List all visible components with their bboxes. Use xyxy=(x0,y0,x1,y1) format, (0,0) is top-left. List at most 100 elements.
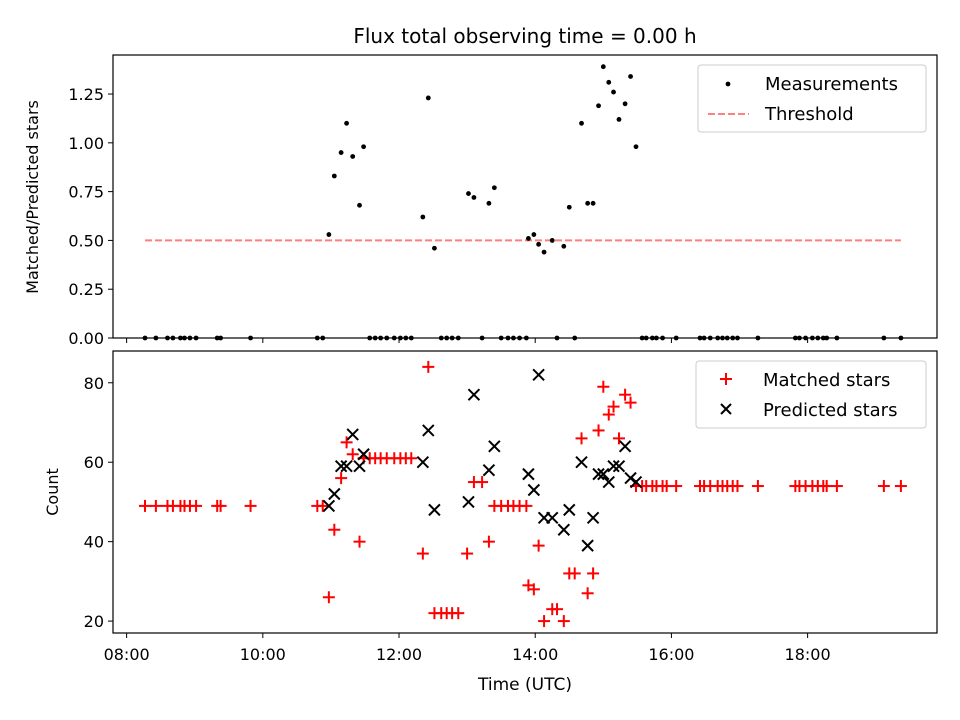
measurement-point xyxy=(596,103,601,109)
measurement-point xyxy=(611,89,616,95)
measurement-point xyxy=(600,64,606,70)
bottom-y-tick-label: 60 xyxy=(84,453,104,472)
matched-star-point xyxy=(190,499,203,512)
predicted-star-point xyxy=(322,499,336,513)
matched-star-point xyxy=(527,583,540,596)
measurement-point xyxy=(357,202,362,208)
matched-star-point xyxy=(520,499,533,512)
matched-star-point xyxy=(551,603,564,616)
predicted-star-point xyxy=(592,467,605,481)
top-y-tick-label: 1.00 xyxy=(68,134,104,153)
matched-star-point xyxy=(149,499,162,512)
matched-star-point xyxy=(476,476,489,489)
predicted-star-point xyxy=(488,440,501,453)
measurement-point xyxy=(350,154,356,159)
matched-star-point xyxy=(557,615,570,628)
predicted-star-point xyxy=(563,503,576,517)
predicted-star-point xyxy=(612,459,626,473)
matched-star-point xyxy=(335,472,348,485)
measurement-point xyxy=(425,95,431,101)
bottom-y-axis-label: Count xyxy=(43,468,62,516)
matched-star-point xyxy=(139,499,152,512)
bottom-marks-layer xyxy=(139,360,907,628)
matched-star-point xyxy=(328,523,341,536)
bottom-legend: Matched stars Predicted stars xyxy=(695,360,927,429)
predicted-star-point xyxy=(467,388,481,401)
predicted-star-point xyxy=(428,503,441,517)
matched-star-point xyxy=(597,380,610,393)
bottom-x-tick-label: 14:00 xyxy=(512,645,558,664)
predicted-star-point xyxy=(575,456,588,469)
matched-star-point xyxy=(602,408,615,421)
measurement-point xyxy=(536,241,542,247)
legend-matched-label: Matched stars xyxy=(763,370,890,391)
predicted-star-point xyxy=(607,459,620,473)
matched-star-point xyxy=(244,499,257,512)
predicted-star-point xyxy=(328,487,341,501)
measurement-point xyxy=(590,200,596,206)
predicted-star-point xyxy=(629,475,643,489)
measurement-point xyxy=(344,120,349,126)
measurement-point xyxy=(628,74,633,79)
predicted-star-point xyxy=(618,440,632,453)
matched-star-point xyxy=(830,480,843,493)
measurement-point xyxy=(579,120,584,126)
measurement-point xyxy=(531,232,537,237)
predicted-star-point xyxy=(522,467,535,481)
predicted-star-point xyxy=(527,483,541,497)
matched-star-point xyxy=(461,547,474,560)
measurement-point xyxy=(541,249,547,255)
measurement-point xyxy=(526,236,531,241)
bottom-x-tick-label: 10:00 xyxy=(240,645,286,664)
measurement-point xyxy=(432,245,437,251)
top-y-axis: 0.00 0.25 0.50 0.75 1.00 1.25 xyxy=(68,85,113,348)
top-y-tick-label: 0.75 xyxy=(68,183,104,202)
top-legend-box xyxy=(697,64,927,133)
measurement-point xyxy=(331,173,337,179)
matched-star-point xyxy=(894,480,907,493)
matched-star-point xyxy=(612,432,625,445)
top-y-tick-label: 0.25 xyxy=(68,280,104,299)
matched-star-point xyxy=(575,432,588,445)
predicted-star-point xyxy=(581,539,594,552)
bottom-plot-frame xyxy=(112,350,938,634)
predicted-star-point xyxy=(532,368,545,382)
matched-star-point xyxy=(422,360,435,373)
matched-star-point xyxy=(670,480,683,493)
bottom-x-tick-label: 16:00 xyxy=(648,645,694,664)
matched-star-point xyxy=(751,480,764,493)
predicted-star-point xyxy=(602,475,615,489)
measurement-point xyxy=(606,79,612,85)
top-y-axis-label: Matched/Predicted stars xyxy=(23,100,42,294)
bottom-legend-box xyxy=(695,360,927,429)
legend-threshold-label: Threshold xyxy=(764,104,854,125)
measurement-point xyxy=(466,191,471,196)
matched-star-point xyxy=(538,615,551,628)
matched-star-point xyxy=(482,535,495,548)
measurement-point xyxy=(622,101,628,107)
measurement-point xyxy=(486,200,492,206)
measurement-point xyxy=(471,195,477,200)
predicted-star-point xyxy=(462,495,475,509)
bottom-y-tick-label: 40 xyxy=(84,533,104,552)
bottom-x-axis: 08:00 10:00 12:00 14:00 16:00 18:00 xyxy=(104,633,831,664)
matched-star-point xyxy=(316,499,329,512)
bottom-y-axis: 20 40 60 80 xyxy=(84,374,113,631)
matched-star-point xyxy=(624,396,637,409)
top-plot-frame xyxy=(112,54,938,339)
predicted-star-point xyxy=(340,459,353,473)
measurement-point xyxy=(491,185,497,191)
top-y-tick-label: 0.50 xyxy=(68,231,104,250)
measurement-point xyxy=(549,238,555,243)
matched-star-point xyxy=(353,535,366,548)
matched-star-point xyxy=(340,436,353,449)
predicted-star-point xyxy=(624,471,637,485)
matched-star-point xyxy=(322,591,335,604)
bottom-x-tick-label: 18:00 xyxy=(785,645,831,664)
matched-star-point xyxy=(587,567,600,580)
bottom-y-tick-label: 20 xyxy=(84,612,104,631)
predicted-star-point xyxy=(482,463,496,477)
legend-measurements-marker xyxy=(725,81,731,87)
predicted-star-point xyxy=(422,424,435,437)
